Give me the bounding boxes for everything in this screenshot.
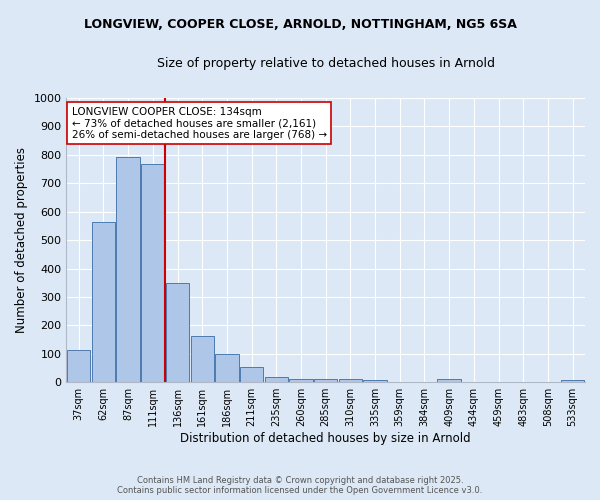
Bar [240,368,263,382]
Bar [215,354,239,382]
Title: Size of property relative to detached houses in Arnold: Size of property relative to detached ho… [157,58,495,70]
Bar [437,380,461,382]
Bar [314,380,337,382]
Text: LONGVIEW COOPER CLOSE: 134sqm
← 73% of detached houses are smaller (2,161)
26% o: LONGVIEW COOPER CLOSE: 134sqm ← 73% of d… [71,106,327,140]
Bar [92,222,115,382]
Bar [561,380,584,382]
Text: LONGVIEW, COOPER CLOSE, ARNOLD, NOTTINGHAM, NG5 6SA: LONGVIEW, COOPER CLOSE, ARNOLD, NOTTINGH… [83,18,517,30]
Bar [364,380,387,382]
Bar [191,336,214,382]
Bar [289,379,313,382]
Text: Contains HM Land Registry data © Crown copyright and database right 2025.
Contai: Contains HM Land Registry data © Crown c… [118,476,482,495]
Y-axis label: Number of detached properties: Number of detached properties [15,147,28,333]
X-axis label: Distribution of detached houses by size in Arnold: Distribution of detached houses by size … [181,432,471,445]
Bar [265,377,288,382]
Bar [116,157,140,382]
Bar [338,380,362,382]
Bar [67,350,91,382]
Bar [166,283,189,382]
Bar [141,164,164,382]
